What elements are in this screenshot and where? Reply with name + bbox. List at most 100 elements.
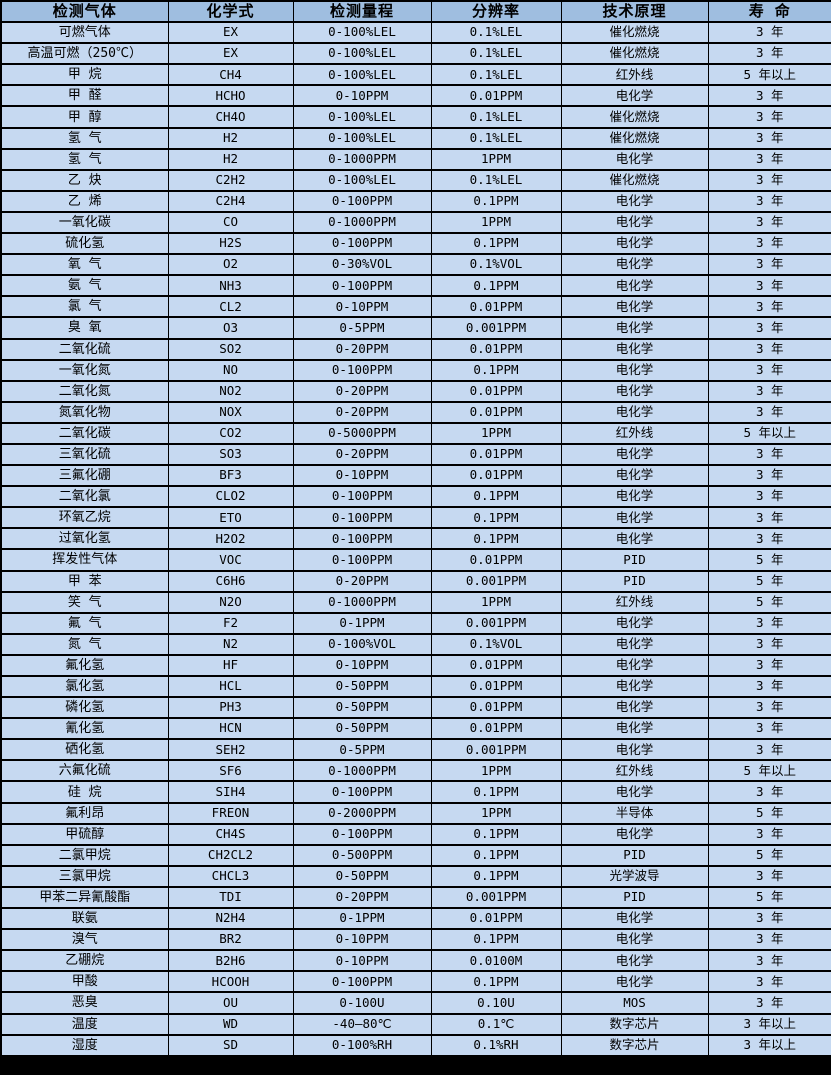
cell-detection-range: 0-100U: [292, 991, 432, 1015]
table-row: 磷化氢 PH3 0-50PPM 0.01PPM 电化学 3 年: [0, 696, 831, 720]
cell-resolution: 0.01PPM: [430, 400, 562, 424]
cell-chemical-formula: NH3: [167, 274, 294, 298]
cell-chemical-formula: H2O2: [167, 527, 294, 551]
cell-detection-range: 0-100%RH: [292, 1033, 432, 1057]
cell-lifespan: 3 年: [707, 822, 831, 846]
cell-technology: 电化学: [560, 674, 709, 699]
cell-resolution: 0.1℃: [430, 1012, 562, 1036]
cell-detection-range: 0-100%LEL: [292, 21, 432, 45]
cell-chemical-formula: HCHO: [167, 84, 294, 108]
cell-gas-name: 可燃气体: [0, 21, 169, 45]
cell-technology: 电化学: [560, 379, 709, 403]
cell-chemical-formula: B2H6: [167, 949, 294, 973]
cell-technology: 催化燃烧: [560, 21, 709, 45]
cell-detection-range: 0-100%LEL: [292, 63, 432, 87]
cell-chemical-formula: CHCL3: [167, 864, 294, 888]
cell-chemical-formula: HF: [167, 653, 294, 678]
cell-technology: 电化学: [560, 295, 709, 319]
table-row: 乙 烯 C2H4 0-100PPM 0.1PPM 电化学 3 年: [0, 189, 831, 213]
table-row: 笑 气 N2O 0-1000PPM 1PPM 红外线 5 年: [0, 590, 831, 614]
cell-lifespan: 3 年: [707, 126, 831, 150]
cell-gas-name: 氯化氢: [0, 674, 169, 699]
cell-lifespan: 3 年: [707, 611, 831, 635]
cell-resolution: 0.01PPM: [430, 674, 562, 699]
cell-lifespan: 3 年: [707, 253, 831, 277]
table-row: 过氧化氢 H2O2 0-100PPM 0.1PPM 电化学 3 年: [0, 527, 831, 551]
cell-lifespan: 5 年以上: [707, 63, 831, 87]
cell-lifespan: 3 年: [707, 358, 831, 382]
cell-lifespan: 3 年: [707, 864, 831, 888]
cell-lifespan: 3 年: [707, 464, 831, 488]
cell-chemical-formula: C2H4: [167, 189, 294, 213]
cell-chemical-formula: CH4: [167, 63, 294, 87]
cell-gas-name: 氯 气: [0, 295, 169, 319]
cell-technology: 电化学: [560, 464, 709, 488]
cell-chemical-formula: CO2: [167, 421, 294, 445]
cell-chemical-formula: H2: [167, 126, 294, 150]
table-row: 一氧化氮 NO 0-100PPM 0.1PPM 电化学 3 年: [0, 358, 831, 382]
cell-technology: 半导体: [560, 801, 709, 825]
cell-gas-name: 磷化氢: [0, 696, 169, 720]
table-row: 氮氧化物 NOX 0-20PPM 0.01PPM 电化学 3 年: [0, 400, 831, 424]
cell-technology: 电化学: [560, 189, 709, 213]
cell-resolution: 0.001PPM: [430, 738, 562, 762]
table-row: 温度 WD -40—80℃ 0.1℃ 数字芯片 3 年以上: [0, 1012, 831, 1036]
cell-lifespan: 3 年: [707, 105, 831, 129]
cell-lifespan: 3 年: [707, 907, 831, 931]
cell-chemical-formula: CO: [167, 210, 294, 235]
cell-gas-name: 温度: [0, 1012, 169, 1036]
header-lifespan: 寿 命: [707, 0, 831, 24]
cell-gas-name: 甲酸: [0, 970, 169, 994]
cell-resolution: 0.1PPM: [430, 780, 562, 804]
table-row: 溴气 BR2 0-10PPM 0.1PPM 电化学 3 年: [0, 928, 831, 952]
cell-resolution: 0.1PPM: [430, 506, 562, 530]
cell-lifespan: 3 年: [707, 379, 831, 403]
cell-detection-range: 0-10PPM: [292, 928, 432, 952]
cell-detection-range: 0-100PPM: [292, 232, 432, 256]
table-row: 甲硫醇 CH4S 0-100PPM 0.1PPM 电化学 3 年: [0, 822, 831, 846]
cell-lifespan: 5 年以上: [707, 421, 831, 445]
table-row: 二氯甲烷 CH2CL2 0-500PPM 0.1PPM PID 5 年: [0, 843, 831, 867]
cell-detection-range: 0-100PPM: [292, 506, 432, 530]
cell-resolution: 0.01PPM: [430, 379, 562, 403]
cell-chemical-formula: OU: [167, 991, 294, 1015]
table-row: 恶臭 OU 0-100U 0.10U MOS 3 年: [0, 991, 831, 1015]
cell-gas-name: 氟化氢: [0, 653, 169, 678]
cell-technology: 数字芯片: [560, 1012, 709, 1036]
cell-gas-name: 甲 烷: [0, 63, 169, 87]
cell-chemical-formula: CH4S: [167, 822, 294, 846]
cell-lifespan: 5 年: [707, 843, 831, 867]
cell-detection-range: -40—80℃: [292, 1012, 432, 1036]
cell-technology: 电化学: [560, 253, 709, 277]
cell-detection-range: 0-10PPM: [292, 84, 432, 108]
cell-resolution: 0.01PPM: [430, 717, 562, 741]
cell-lifespan: 3 年: [707, 738, 831, 762]
cell-technology: 电化学: [560, 611, 709, 635]
cell-resolution: 0.01PPM: [430, 653, 562, 678]
cell-detection-range: 0-1PPM: [292, 611, 432, 635]
cell-gas-name: 二氯甲烷: [0, 843, 169, 867]
cell-resolution: 0.1%LEL: [430, 105, 562, 129]
table-row: 硒化氢 SEH2 0-5PPM 0.001PPM 电化学 3 年: [0, 738, 831, 762]
cell-resolution: 0.1%LEL: [430, 126, 562, 150]
cell-detection-range: 0-2000PPM: [292, 801, 432, 825]
cell-lifespan: 5 年: [707, 569, 831, 593]
cell-resolution: 1PPM: [430, 421, 562, 445]
cell-resolution: 1PPM: [430, 590, 562, 614]
cell-gas-name: 二氧化硫: [0, 337, 169, 361]
cell-chemical-formula: HCOOH: [167, 970, 294, 994]
cell-resolution: 0.1PPM: [430, 970, 562, 994]
cell-detection-range: 0-50PPM: [292, 674, 432, 699]
cell-technology: PID: [560, 843, 709, 867]
cell-resolution: 0.1PPM: [430, 274, 562, 298]
cell-technology: 催化燃烧: [560, 126, 709, 150]
cell-resolution: 0.1PPM: [430, 358, 562, 382]
table-row: 氟 气 F2 0-1PPM 0.001PPM 电化学 3 年: [0, 611, 831, 635]
table-row: 甲 苯 C6H6 0-20PPM 0.001PPM PID 5 年: [0, 569, 831, 593]
cell-lifespan: 3 年: [707, 316, 831, 340]
cell-chemical-formula: PH3: [167, 696, 294, 720]
cell-gas-name: 氮 气: [0, 632, 169, 656]
cell-gas-name: 恶臭: [0, 991, 169, 1015]
cell-detection-range: 0-100PPM: [292, 822, 432, 846]
cell-resolution: 0.001PPM: [430, 611, 562, 635]
